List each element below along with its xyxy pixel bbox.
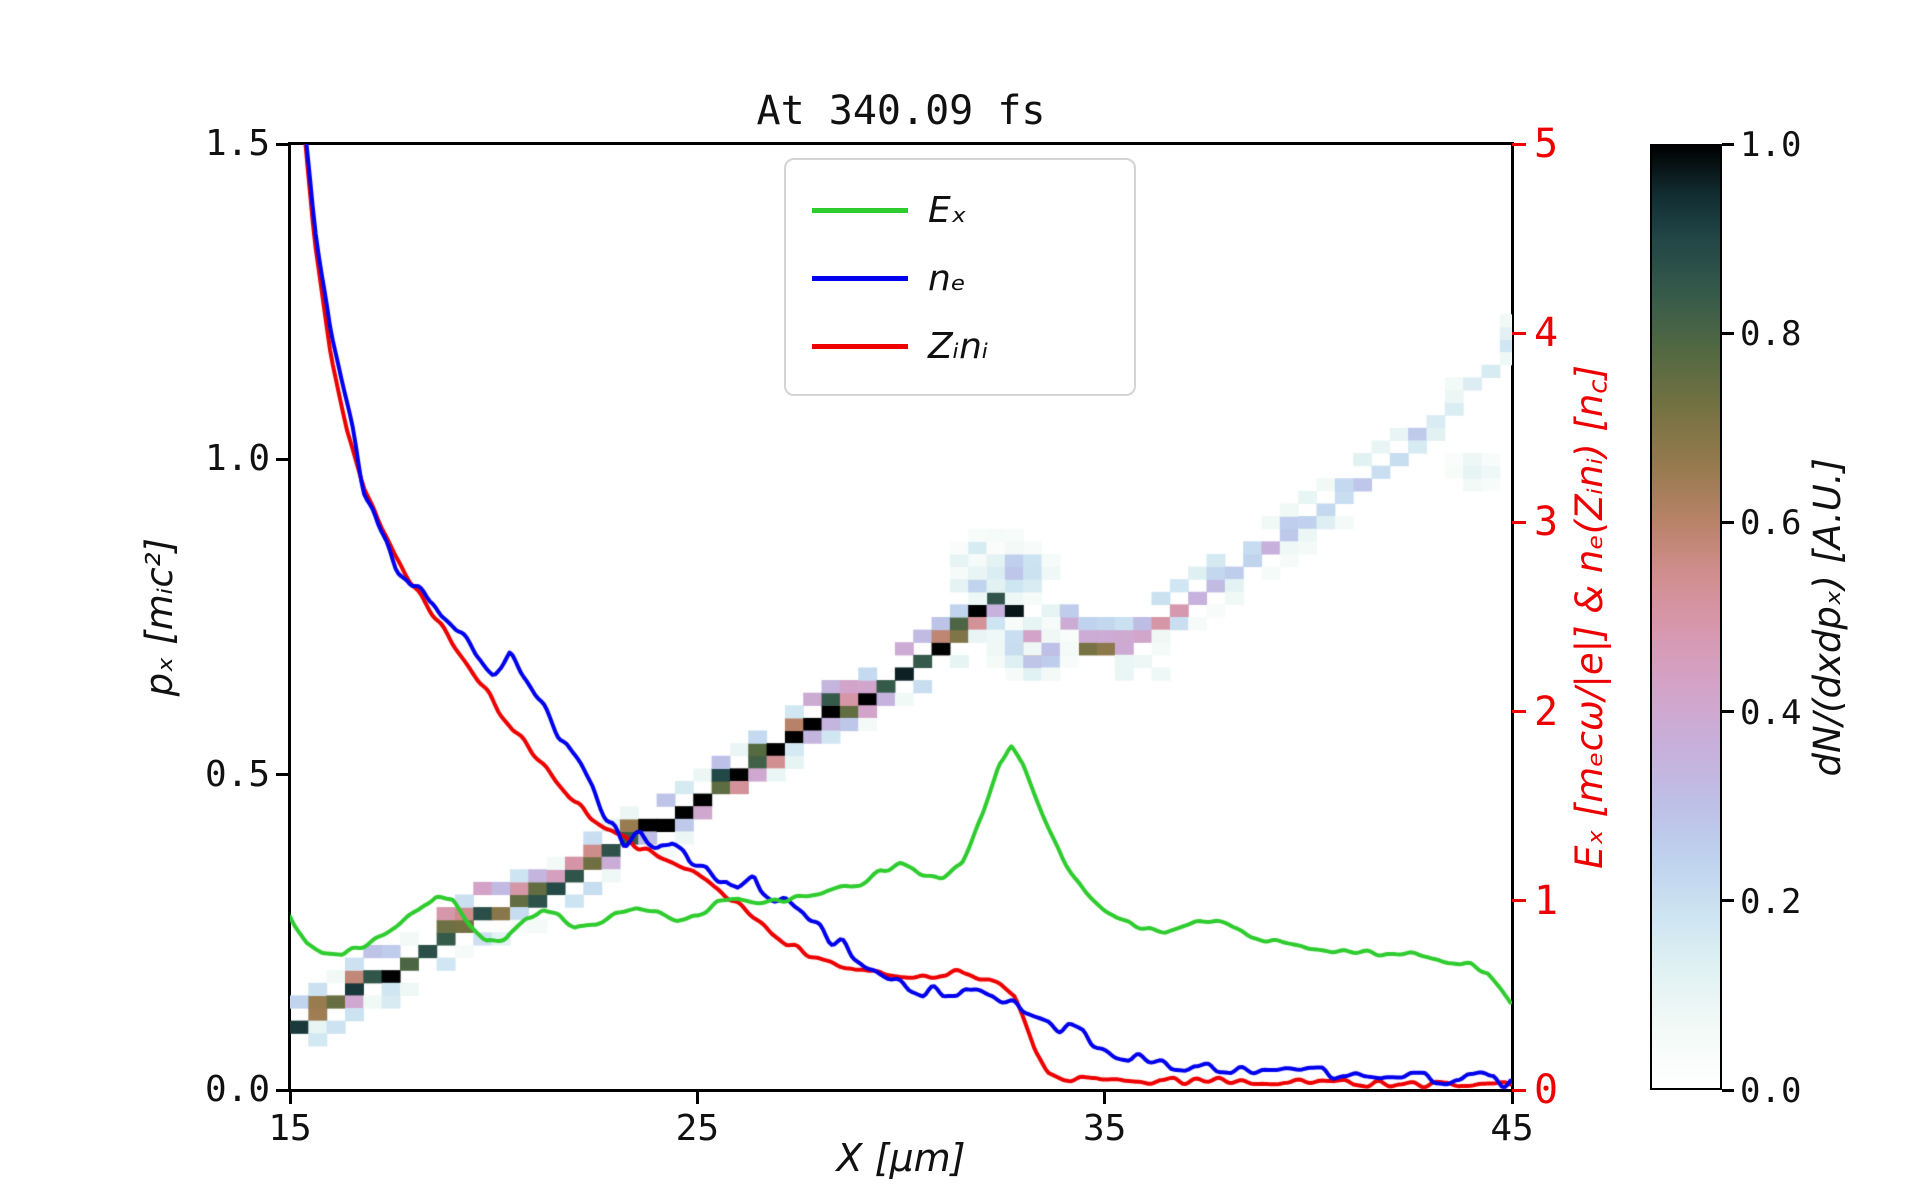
legend-line-sample bbox=[812, 343, 908, 349]
y-right-tick-label: 5 bbox=[1534, 121, 1559, 167]
y-left-axis-label: pₓ [mᵢc²] bbox=[138, 144, 181, 1090]
x-tick-label: 15 bbox=[268, 1108, 312, 1149]
x-tick bbox=[1103, 1090, 1107, 1104]
y-right-tick-label: 4 bbox=[1534, 310, 1559, 357]
colorbar-tick-label: 0.4 bbox=[1740, 692, 1802, 733]
y-right-tick-label: 2 bbox=[1534, 688, 1559, 735]
legend-item[interactable]: Zᵢnᵢ bbox=[786, 312, 1134, 380]
legend-item-label: nₑ bbox=[928, 257, 966, 299]
y-left-tick-label: 1.0 bbox=[204, 438, 270, 480]
colorbar-tick bbox=[1722, 331, 1734, 335]
legend-item[interactable]: nₑ bbox=[786, 244, 1134, 312]
legend-item-label: Zᵢnᵢ bbox=[928, 325, 989, 367]
colorbar-tick bbox=[1722, 520, 1734, 524]
colorbar-tick bbox=[1722, 142, 1734, 146]
colorbar-tick-label: 1.0 bbox=[1740, 125, 1802, 165]
colorbar-tick-label: 0.0 bbox=[1740, 1071, 1802, 1111]
legend: Eₓ nₑ Zᵢnᵢ bbox=[784, 158, 1136, 396]
y-left-axis-label-text: pₓ [mᵢc²] bbox=[138, 537, 181, 697]
y-right-tick-label: 1 bbox=[1534, 877, 1559, 924]
y-right-tick bbox=[1512, 710, 1526, 714]
y-right-tick bbox=[1512, 899, 1526, 903]
y-right-axis-label-text: Eₓ [mₑcω/|e|] & nₑ(Zᵢnᵢ) [nc] bbox=[1568, 365, 1614, 869]
colorbar-tick bbox=[1722, 899, 1734, 903]
x-tick-label: 45 bbox=[1490, 1108, 1534, 1149]
x-axis-label: X [μm] bbox=[836, 1136, 966, 1180]
colorbar-tick-label: 0.6 bbox=[1740, 503, 1802, 544]
y-right-tick bbox=[1512, 142, 1526, 146]
colorbar-tick-label: 0.2 bbox=[1740, 881, 1802, 922]
legend-line-sample bbox=[812, 275, 908, 281]
y-left-tick bbox=[276, 773, 290, 777]
y-right-tick bbox=[1512, 331, 1526, 335]
legend-item-label: Eₓ bbox=[928, 189, 967, 231]
y-left-tick bbox=[276, 1088, 290, 1092]
legend-item[interactable]: Eₓ bbox=[786, 176, 1134, 244]
colorbar-tick bbox=[1722, 710, 1734, 714]
colorbar-tick-label: 0.8 bbox=[1740, 314, 1802, 355]
y-left-tick bbox=[276, 457, 290, 461]
colorbar bbox=[1650, 144, 1722, 1090]
y-right-tick-label: 0 bbox=[1534, 1067, 1559, 1113]
chart-title: At 340.09 fs bbox=[756, 88, 1046, 134]
x-tick bbox=[288, 1090, 292, 1104]
y-right-tick-label: 3 bbox=[1534, 499, 1559, 546]
y-left-tick-label: 0.0 bbox=[204, 1069, 270, 1110]
colorbar-tick bbox=[1722, 1088, 1734, 1092]
x-tick bbox=[695, 1090, 699, 1104]
x-tick bbox=[1510, 1090, 1514, 1104]
y-right-axis-label: Eₓ [mₑcω/|e|] & nₑ(Zᵢnᵢ) [nc] bbox=[1568, 144, 1613, 1090]
y-left-tick-label: 0.5 bbox=[204, 753, 270, 795]
colorbar-label: dN/(dxdpₓ) [A.U.] bbox=[1806, 144, 1849, 1090]
y-right-tick bbox=[1512, 520, 1526, 524]
y-right-label-subscript: c bbox=[1583, 379, 1614, 394]
y-left-tick-label: 1.5 bbox=[204, 123, 270, 164]
x-tick-label: 25 bbox=[675, 1108, 719, 1149]
y-left-tick bbox=[276, 142, 290, 146]
legend-line-sample bbox=[812, 207, 908, 213]
x-tick-label: 35 bbox=[1082, 1108, 1127, 1149]
y-right-tick bbox=[1512, 1088, 1526, 1092]
